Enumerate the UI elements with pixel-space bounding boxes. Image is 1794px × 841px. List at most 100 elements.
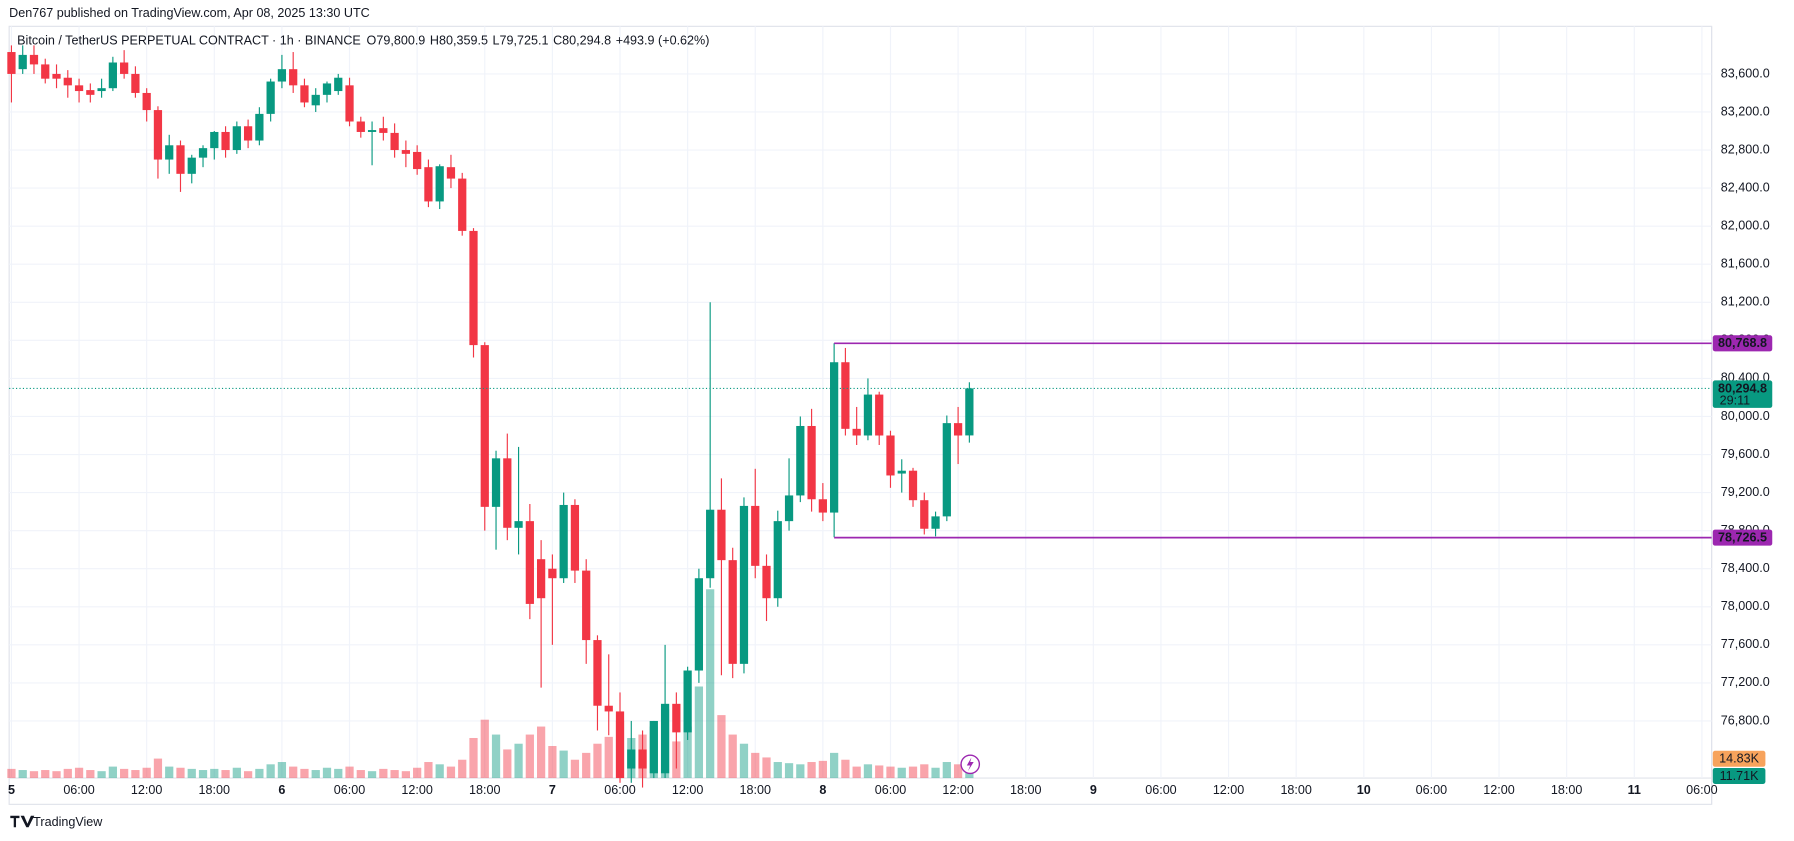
x-tick-label: 9	[1090, 783, 1097, 797]
candle-body	[153, 110, 163, 160]
candle-body	[52, 73, 61, 79]
candle-body	[762, 565, 771, 599]
candle-body	[717, 509, 726, 561]
candle-body	[311, 94, 320, 106]
volume-bar	[142, 767, 151, 779]
volume-bar	[514, 743, 523, 779]
volume-bar	[604, 736, 613, 779]
volume-bar	[255, 768, 264, 779]
volume-bar	[773, 762, 782, 779]
candle-body	[570, 504, 580, 571]
ohlc-key: H	[430, 34, 439, 48]
volume-bar	[289, 766, 298, 779]
candle-body	[559, 504, 568, 579]
candle-body	[920, 500, 929, 529]
candle-body	[683, 670, 692, 733]
volume-bar	[548, 746, 557, 779]
candle-body	[852, 428, 861, 436]
volume-bar	[120, 768, 129, 779]
candle-body	[277, 69, 287, 82]
volume-bar	[953, 764, 963, 779]
volume-bar	[74, 767, 84, 779]
x-tick-label: 18:00	[1280, 783, 1311, 797]
ohlc-value: 79,800.9	[376, 34, 425, 48]
candle-body	[74, 85, 84, 92]
x-tick-label: 12:00	[401, 783, 432, 797]
candle-body	[627, 749, 636, 769]
volume-bar	[920, 764, 929, 779]
candle-body	[108, 62, 117, 89]
candle-body	[41, 64, 50, 79]
volume-bar	[131, 770, 140, 779]
last-price-label: 80,294.8	[1718, 381, 1767, 395]
volume-bar	[717, 715, 726, 779]
level-label: 80,768.8	[1718, 336, 1767, 350]
volume-bar	[875, 765, 884, 779]
volume-bar	[739, 743, 749, 779]
volume-bar	[728, 734, 737, 779]
volume-bar	[356, 770, 365, 779]
candle-body	[536, 559, 546, 599]
volume-bar	[63, 768, 72, 779]
y-tick-label: 82,800.0	[1721, 142, 1770, 156]
candle-body	[480, 345, 489, 507]
candle-body	[931, 516, 940, 529]
candle-body	[446, 167, 456, 179]
y-tick-label: 83,200.0	[1721, 104, 1770, 118]
volume-bar	[277, 762, 287, 779]
volume-bar	[559, 750, 568, 779]
y-tick-label: 81,600.0	[1721, 257, 1770, 271]
y-tick-label: 80,000.0	[1721, 409, 1770, 423]
volume-bar	[525, 734, 534, 779]
x-tick-label: 8	[819, 783, 826, 797]
volume-bar	[413, 767, 422, 779]
volume-bar	[41, 770, 50, 779]
y-tick-label: 77,600.0	[1721, 637, 1770, 651]
candle-body	[514, 521, 523, 528]
volume-bar	[784, 763, 794, 779]
candle-body	[784, 495, 794, 522]
volume-bar	[97, 771, 106, 779]
volume-bar	[841, 759, 850, 779]
x-tick-label: 7	[549, 783, 556, 797]
candle-body	[424, 167, 433, 202]
volume-bar	[300, 768, 309, 779]
x-tick-label: 12:00	[942, 783, 973, 797]
volume-bar	[7, 768, 16, 779]
countdown: 29:11	[1720, 393, 1751, 407]
volume-bar	[435, 764, 444, 779]
candle-body	[604, 705, 613, 712]
x-tick-label: 06:00	[1416, 783, 1447, 797]
candle-body	[345, 85, 354, 122]
candle-body	[525, 521, 534, 604]
volume-bar	[751, 752, 760, 779]
volume-bar	[830, 752, 839, 779]
candle-body	[356, 121, 365, 132]
volume-bar	[108, 766, 117, 779]
volume-bar	[221, 770, 230, 779]
change-label: +493.9 (+0.62%)	[616, 34, 710, 48]
x-tick-label: 12:00	[672, 783, 703, 797]
candle-body	[435, 166, 444, 202]
volume-bar	[536, 726, 546, 779]
candle-body	[322, 83, 332, 95]
volume-bar	[424, 762, 433, 779]
volume-bar	[908, 766, 918, 779]
y-tick-label: 78,400.0	[1721, 561, 1770, 575]
candle-body	[120, 62, 129, 74]
x-tick-label: 18:00	[469, 783, 500, 797]
volume-bar	[198, 770, 208, 779]
candle-body	[142, 92, 151, 111]
candle-body	[379, 128, 388, 133]
volume-bar	[322, 767, 332, 779]
candle-body	[221, 131, 230, 151]
volume-bar	[176, 767, 185, 779]
candle-body	[503, 458, 512, 528]
ohlc-key: O	[367, 34, 377, 48]
symbol-title[interactable]: Bitcoin / TetherUS PERPETUAL CONTRACT · …	[17, 34, 361, 48]
candle-body	[29, 54, 39, 65]
last-price-box	[1712, 380, 1773, 408]
volume-bar	[593, 743, 602, 779]
volume-bar	[931, 767, 940, 779]
